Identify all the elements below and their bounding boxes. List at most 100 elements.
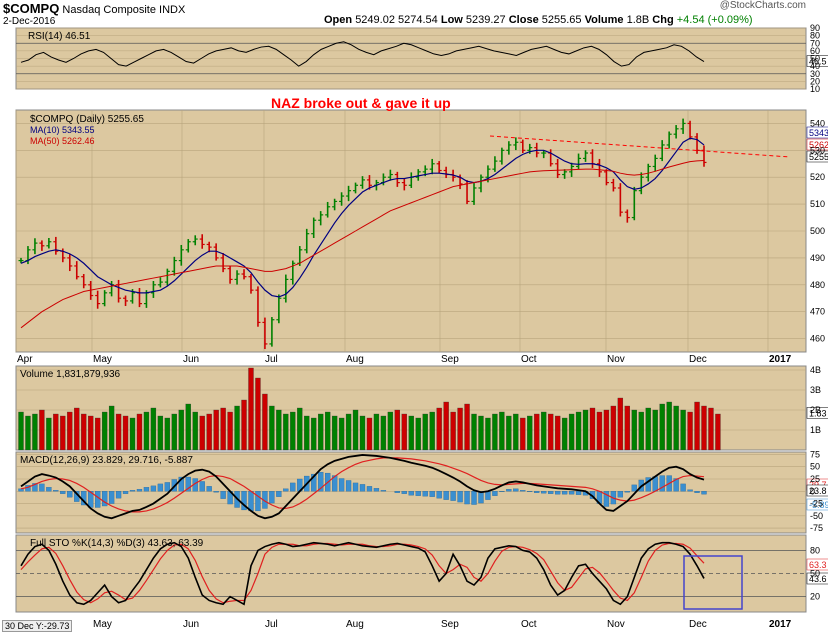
month-tick-label: Jul <box>265 354 278 365</box>
sto-value-box <box>806 558 828 571</box>
cursor-readout: 30 Dec Y:-29.73 <box>2 620 73 632</box>
watermark: @StockCharts.com <box>719 0 806 11</box>
volume-bar <box>331 415 338 451</box>
volume-bar <box>513 413 519 451</box>
volume-bar <box>234 405 240 451</box>
price-panel: NAZ broke out & gave it up 5343 5262 5255 <box>18 95 828 350</box>
macd-histogram-bar <box>185 476 191 492</box>
volume-legend: Volume 1,831,879,936 <box>20 369 121 380</box>
macd-histogram-bar <box>108 491 115 504</box>
volume-bar <box>192 411 198 451</box>
volume-bar <box>478 415 484 451</box>
macd-histogram-bar <box>129 490 136 492</box>
close-value: 5255.65 <box>541 14 582 26</box>
volume-bar <box>694 401 700 451</box>
volume-bar <box>297 407 303 451</box>
price-value-box <box>806 126 828 139</box>
sto-tick-label: 20 <box>810 592 820 602</box>
volume-bar <box>95 417 101 451</box>
close-label: Close <box>508 14 539 26</box>
volume-bar <box>387 411 394 451</box>
macd-histogram-bar <box>18 488 24 492</box>
open-label: Open <box>324 14 353 26</box>
volume-bar <box>422 413 428 451</box>
price-tick-label: 470 <box>810 307 825 317</box>
macd-histogram-bar <box>694 491 700 493</box>
macd-histogram-bar <box>541 491 547 494</box>
rsi-tick-label: 10 <box>810 84 820 94</box>
chg-label: Chg <box>652 14 674 26</box>
macd-histogram-bar <box>122 491 129 494</box>
macd-histogram-bar <box>471 491 477 505</box>
sto-tick-label: 50 <box>810 569 820 579</box>
macd-histogram-bar <box>575 491 582 495</box>
volume-bar <box>715 413 721 451</box>
macd-histogram-bar <box>178 476 184 492</box>
macd-tick-label: 50 <box>810 462 820 472</box>
price-tick-label: 480 <box>810 280 825 290</box>
macd-histogram-bar <box>101 491 108 507</box>
month-tick-label: Nov <box>607 354 625 365</box>
macd-histogram-bar <box>457 491 463 503</box>
volume-bar <box>499 411 505 451</box>
bottom-month-label: Jul <box>265 619 278 630</box>
macd-value-box <box>806 498 828 511</box>
macd-histogram-bar <box>60 491 66 494</box>
volume-bar <box>164 417 171 451</box>
ma10-line <box>20 137 705 298</box>
volume-bar <box>394 409 400 451</box>
volume-bar <box>436 407 442 451</box>
macd-histogram-bar <box>95 491 101 508</box>
volume-bar <box>589 407 596 451</box>
macd-histogram-bar <box>39 483 45 492</box>
volume-bar <box>534 413 540 451</box>
macd-panel: 29.723.8-5.89 <box>18 454 828 520</box>
symbol: $COMPQ <box>3 1 60 16</box>
macd-histogram-bar <box>206 486 212 492</box>
month-tick-label: May <box>93 354 112 365</box>
volume-bar <box>457 407 463 451</box>
bottom-month-label: Sep <box>441 619 459 630</box>
macd-histogram-bar <box>548 491 554 494</box>
volume-bar <box>199 415 205 451</box>
month-tick-label: 2017 <box>769 354 792 365</box>
macd-histogram-bar <box>366 486 373 492</box>
macd-value-label: -5.89 <box>809 500 828 510</box>
volume-tick-label: 3B <box>810 385 821 395</box>
volume-bar <box>220 407 226 451</box>
header-symbol-block: $COMPQ Nasdaq Composite INDX <box>3 1 185 16</box>
macd-line <box>20 454 705 520</box>
sto-value-label: 63.3 <box>809 560 827 570</box>
price-value-label: 5343 <box>809 128 828 138</box>
sto-d-line <box>20 542 705 604</box>
volume-bar <box>213 409 219 451</box>
price-value-label: 5255 <box>809 152 828 162</box>
volume-bar <box>401 413 407 451</box>
volume-bar <box>673 405 679 451</box>
macd-histogram-bar <box>290 482 296 492</box>
volume-bar <box>659 403 665 451</box>
rsi-tick-label: 90 <box>810 23 820 33</box>
volume-bar <box>548 413 554 451</box>
month-tick-label: Jun <box>183 354 199 365</box>
volume-bar <box>631 409 637 451</box>
volume-bar <box>60 415 66 451</box>
volume-bar <box>150 407 157 451</box>
annotation-text: NAZ broke out & gave it up <box>271 95 451 111</box>
macd-histogram-bar <box>673 478 679 492</box>
macd-histogram-bar <box>485 491 491 500</box>
volume-bar <box>32 413 38 451</box>
macd-histogram-bar <box>136 489 143 492</box>
volume-bar <box>304 415 310 451</box>
volume-bar <box>652 409 658 451</box>
rsi-tick-label: 80 <box>810 31 820 41</box>
macd-histogram-bar <box>199 481 205 492</box>
macd-histogram-bar <box>157 483 164 492</box>
macd-tick-label: 25 <box>810 474 820 484</box>
bottom-month-label: Oct <box>521 619 537 630</box>
volume-value-box <box>806 407 828 419</box>
volume-bar <box>638 411 644 451</box>
sto-k-line <box>20 541 705 606</box>
sto-value-label: 43.6 <box>809 574 827 584</box>
